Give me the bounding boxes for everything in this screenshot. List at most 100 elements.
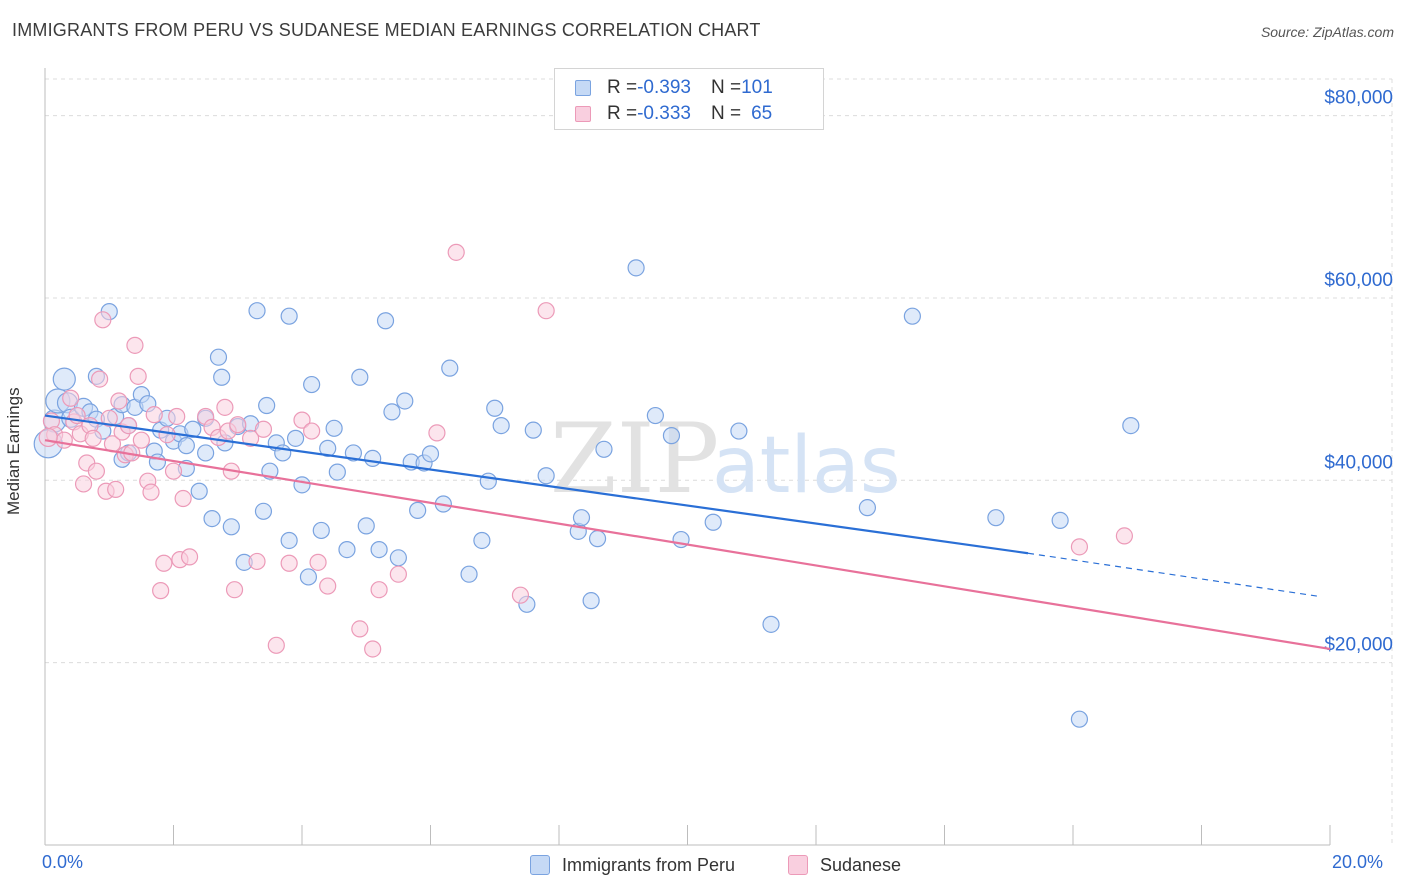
legend-row-peru: R = -0.393 N = 101 bbox=[575, 75, 773, 101]
watermark-zip: ZIP bbox=[550, 403, 719, 515]
peru-point-42 bbox=[258, 396, 276, 415]
sudanese-n-value: 65 bbox=[751, 103, 773, 124]
sudanese-point-30 bbox=[155, 554, 173, 572]
sudanese-point-59 bbox=[447, 243, 465, 261]
legend-row-sudanese: R = -0.333 N = 65 bbox=[575, 101, 772, 127]
sudanese-point-56 bbox=[370, 581, 388, 599]
peru-point-82 bbox=[582, 592, 600, 610]
sudanese-point-60 bbox=[511, 586, 530, 604]
y-tick-labels: $20,000 $40,000 $60,000 $80,000 bbox=[1324, 88, 1393, 656]
peru-swatch bbox=[575, 80, 591, 96]
chart-title: IMMIGRANTS FROM PERU VS SUDANESE MEDIAN … bbox=[12, 20, 761, 40]
peru-point-63 bbox=[383, 403, 401, 421]
sudanese-point-51 bbox=[303, 422, 321, 440]
sudanese-point-44 bbox=[229, 416, 247, 434]
sudanese-point-61 bbox=[537, 302, 555, 320]
peru-point-72 bbox=[460, 565, 478, 583]
peru-point-60 bbox=[364, 449, 382, 468]
correlation-legend: R = -0.393 N = 101 R = -0.333 N = 65 bbox=[554, 68, 824, 130]
peru-point-47 bbox=[280, 531, 298, 550]
peru-legend-swatch bbox=[530, 855, 550, 875]
peru-point-84 bbox=[595, 440, 613, 458]
sudanese-point-40 bbox=[216, 398, 234, 416]
peru-point-34 bbox=[213, 368, 231, 386]
sudanese-point-53 bbox=[319, 577, 337, 595]
peru-point-27 bbox=[177, 437, 195, 455]
sudanese-point-47 bbox=[254, 420, 273, 438]
peru-point-53 bbox=[319, 439, 337, 457]
peru-point-50 bbox=[299, 568, 318, 586]
sudanese-point-57 bbox=[389, 565, 407, 583]
peru-point-73 bbox=[473, 531, 491, 550]
peru-point-54 bbox=[325, 419, 343, 437]
sudanese-point-29 bbox=[152, 582, 170, 600]
peru-point-3 bbox=[52, 367, 76, 391]
x-tick-label-min: 0.0% bbox=[42, 852, 84, 872]
sudanese-point-25 bbox=[132, 431, 150, 449]
peru-point-57 bbox=[344, 444, 362, 462]
r-label: R = bbox=[607, 77, 638, 98]
peru-legend-label: Immigrants from Peru bbox=[562, 854, 736, 875]
y-tick-label-0: $20,000 bbox=[1324, 635, 1393, 656]
peru-point-89 bbox=[704, 513, 722, 531]
peru-point-48 bbox=[286, 429, 305, 447]
sudanese-point-17 bbox=[107, 480, 125, 499]
peru-point-76 bbox=[492, 416, 510, 435]
peru-point-79 bbox=[537, 467, 555, 485]
peru-trend-line bbox=[44, 414, 1029, 555]
sudanese-point-15 bbox=[100, 409, 118, 427]
sudanese-point-12 bbox=[91, 370, 109, 388]
peru-point-97 bbox=[1122, 416, 1140, 435]
peru-point-69 bbox=[421, 445, 440, 463]
peru-point-61 bbox=[370, 540, 388, 559]
peru-point-78 bbox=[524, 421, 542, 439]
peru-point-95 bbox=[1051, 511, 1069, 530]
sudanese-point-18 bbox=[110, 392, 128, 410]
sudanese-swatch bbox=[575, 106, 591, 122]
sudanese-point-55 bbox=[364, 640, 382, 658]
peru-point-62 bbox=[376, 312, 395, 330]
peru-point-49 bbox=[293, 476, 311, 494]
sudanese-point-7 bbox=[74, 475, 93, 493]
sudanese-point-27 bbox=[142, 483, 160, 501]
peru-point-31 bbox=[197, 444, 215, 462]
peru-point-67 bbox=[409, 501, 427, 519]
sudanese-point-46 bbox=[248, 552, 266, 571]
x-tick-label-max: 20.0% bbox=[1332, 852, 1384, 872]
peru-point-59 bbox=[357, 517, 375, 535]
sudanese-point-50 bbox=[293, 411, 311, 429]
sudanese-point-28 bbox=[145, 406, 163, 424]
peru-point-52 bbox=[312, 521, 330, 540]
sudanese-point-13 bbox=[94, 311, 112, 329]
sudanese-point-58 bbox=[428, 424, 446, 442]
sudanese-point-36 bbox=[180, 548, 199, 566]
peru-point-96 bbox=[1070, 710, 1089, 728]
n-label: N = bbox=[710, 103, 742, 124]
peru-trend-extension bbox=[1027, 552, 1318, 597]
peru-point-36 bbox=[222, 518, 240, 536]
peru-point-87 bbox=[662, 427, 681, 445]
peru-point-92 bbox=[858, 499, 877, 517]
peru-point-55 bbox=[328, 463, 346, 481]
sudanese-legend-swatch bbox=[788, 855, 808, 875]
peru-point-29 bbox=[190, 482, 208, 500]
sudanese-trend-line bbox=[44, 439, 1331, 651]
peru-point-46 bbox=[280, 307, 298, 325]
peru-point-51 bbox=[303, 375, 321, 394]
series-peru-points bbox=[33, 259, 1140, 728]
sudanese-point-23 bbox=[126, 336, 144, 354]
peru-point-33 bbox=[209, 348, 228, 366]
sudanese-point-62 bbox=[1070, 538, 1089, 556]
legend-item-sudanese: Sudanese bbox=[788, 852, 901, 878]
sudanese-point-54 bbox=[351, 620, 369, 638]
y-tick-label-2: $60,000 bbox=[1324, 270, 1393, 291]
watermark: ZIP atlas bbox=[550, 403, 901, 515]
peru-point-86 bbox=[646, 406, 664, 425]
trend-lines bbox=[44, 414, 1331, 651]
peru-r-value: -0.393 bbox=[637, 77, 691, 98]
sudanese-legend-label: Sudanese bbox=[820, 854, 902, 875]
peru-point-83 bbox=[588, 530, 607, 548]
sudanese-r-value: -0.333 bbox=[637, 103, 691, 124]
sudanese-point-33 bbox=[168, 407, 186, 426]
sudanese-point-52 bbox=[309, 553, 327, 571]
